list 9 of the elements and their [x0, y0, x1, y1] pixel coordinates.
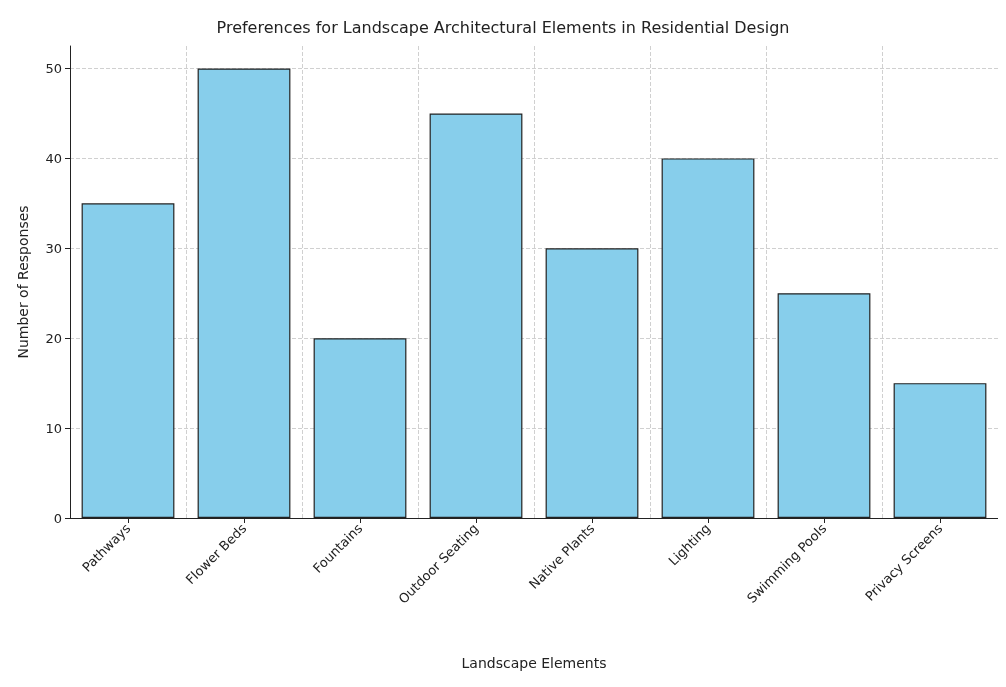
y-tick-label: 30 — [45, 240, 62, 256]
y-tick-label: 50 — [45, 60, 62, 76]
y-tick-label: 10 — [45, 420, 62, 436]
y-axis-title: Number of Responses — [15, 205, 31, 359]
y-tick-label: 20 — [45, 330, 62, 346]
y-tick-label: 0 — [53, 510, 62, 526]
y-tick-label: 40 — [45, 150, 62, 166]
x-axis-title: Landscape Elements — [461, 655, 607, 671]
chart-title: Preferences for Landscape Architectural Elements in Residential Design — [216, 17, 790, 37]
